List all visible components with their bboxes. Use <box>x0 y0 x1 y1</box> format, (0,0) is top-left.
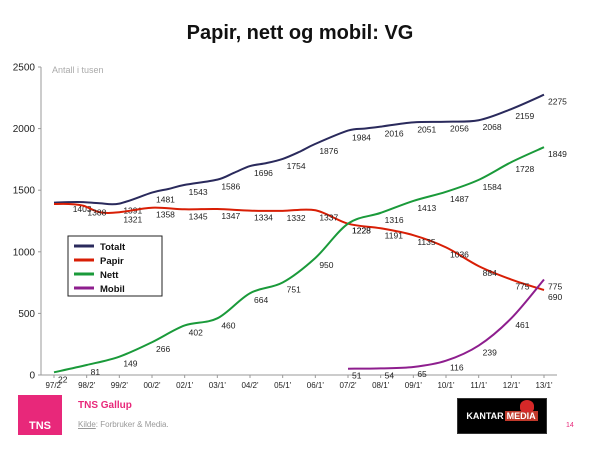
tns-logo-text: TNS <box>29 420 51 432</box>
data-label-nett: 402 <box>189 327 203 337</box>
data-label-totalt: 2051 <box>417 124 436 134</box>
data-label-totalt: 1696 <box>254 168 273 178</box>
data-label-totalt: 2056 <box>450 124 469 134</box>
data-label-totalt: 2016 <box>385 129 404 139</box>
data-label-nett: 751 <box>287 284 301 294</box>
x-tick-label: 00/2' <box>143 381 161 390</box>
data-label-totalt: 1586 <box>221 182 240 192</box>
data-label-papir: 1135 <box>417 237 436 247</box>
data-label-totalt: 1984 <box>352 133 371 143</box>
kantar-media-logo: KANTAR MEDIA <box>457 398 547 434</box>
series-line-papir <box>53 202 545 291</box>
data-label-totalt: 1876 <box>319 146 338 156</box>
data-label-totalt: 1481 <box>156 195 175 205</box>
data-label-totalt: 2159 <box>515 111 534 121</box>
x-tick-label: 04/2' <box>241 381 259 390</box>
data-label-nett: 1413 <box>417 203 436 213</box>
data-label-papir: 1321 <box>123 214 142 224</box>
data-label-nett: 149 <box>123 359 137 369</box>
x-tick-label: 97/2' <box>45 381 63 390</box>
media-text: MEDIA <box>504 411 538 421</box>
x-tick-label: 12/1' <box>503 381 521 390</box>
source-key: Kilde <box>78 420 96 429</box>
source-note: Kilde: Forbruker & Media. <box>78 420 169 429</box>
data-label-papir: 1228 <box>352 226 371 236</box>
data-label-mobil: 116 <box>450 363 464 373</box>
data-label-nett: 1316 <box>385 215 404 225</box>
chart-title: Papir, nett og mobil: VG <box>186 22 414 44</box>
kantar-text: KANTAR <box>466 411 504 421</box>
y-tick-label: 2500 <box>13 63 36 74</box>
series-line-nett <box>53 146 545 374</box>
x-tick-label: 05/1' <box>274 381 292 390</box>
data-label-mobil: 239 <box>483 348 497 358</box>
data-label-papir: 1337 <box>319 212 338 222</box>
data-label-nett: 1228 <box>352 226 371 236</box>
data-label-nett: 1487 <box>450 194 469 204</box>
data-label-mobil: 775 <box>548 282 562 292</box>
data-label-papir: 1191 <box>385 230 404 240</box>
data-label-mobil: 51 <box>352 371 362 381</box>
x-tick-label: 98/2' <box>78 381 96 390</box>
data-label-mobil: 54 <box>385 370 395 380</box>
x-tick-label: 03/1' <box>209 381 227 390</box>
data-label-nett: 1584 <box>483 182 502 192</box>
x-tick-label: 13/1' <box>535 381 553 390</box>
legend-label-nett: Nett <box>100 270 119 281</box>
x-tick-label: 07/2' <box>339 381 357 390</box>
unit-label: Antall i tusen <box>52 65 104 75</box>
series-line-mobil <box>347 278 545 370</box>
y-tick-label: 1500 <box>13 186 36 197</box>
x-tick-label: 02/1' <box>176 381 194 390</box>
data-label-papir: 1347 <box>221 211 240 221</box>
data-label-papir: 1345 <box>189 211 208 221</box>
x-tick-label: 08/1' <box>372 381 390 390</box>
legend-label-mobil: Mobil <box>100 284 125 295</box>
data-label-nett: 664 <box>254 295 268 305</box>
data-label-totalt: 2068 <box>483 122 502 132</box>
data-label-nett: 266 <box>156 344 170 354</box>
data-label-nett: 1728 <box>515 164 534 174</box>
series-line-totalt <box>53 93 545 206</box>
legend-label-papir: Papir <box>100 256 124 267</box>
data-label-papir: 690 <box>548 292 562 302</box>
data-label-papir: 1036 <box>450 249 469 259</box>
legend-label-totalt: Totalt <box>100 242 126 253</box>
data-label-papir: 1334 <box>254 213 273 223</box>
x-tick-label: 06/1' <box>307 381 325 390</box>
data-label-nett: 460 <box>221 320 235 330</box>
y-tick-label: 500 <box>18 309 35 320</box>
source-text: : Forbruker & Media. <box>95 420 169 429</box>
x-tick-label: 10/1' <box>437 381 455 390</box>
y-tick-label: 0 <box>29 371 35 382</box>
data-label-nett: 1849 <box>548 149 567 159</box>
data-label-nett: 950 <box>319 260 333 270</box>
data-label-papir: 1388 <box>87 208 106 218</box>
data-label-papir: 1332 <box>287 213 306 223</box>
data-label-nett: 22 <box>58 374 68 384</box>
data-label-mobil: 461 <box>515 320 529 330</box>
data-label-totalt: 1403 <box>73 204 92 214</box>
data-label-papir: 884 <box>483 268 497 278</box>
page-number: 14 <box>566 422 574 429</box>
y-tick-label: 2000 <box>13 124 36 135</box>
data-label-totalt: 1543 <box>189 187 208 197</box>
data-label-papir: 775 <box>515 282 529 292</box>
x-tick-label: 11/1' <box>470 381 487 390</box>
data-label-totalt: 1754 <box>287 161 306 171</box>
flame-icon <box>520 400 534 412</box>
x-tick-label: 09/1' <box>405 381 423 390</box>
tns-logo: TNS <box>18 395 62 435</box>
y-tick-label: 1000 <box>13 247 36 258</box>
data-label-papir: 1358 <box>156 210 175 220</box>
data-label-mobil: 65 <box>417 369 427 379</box>
data-label-nett: 81 <box>91 367 101 377</box>
brand-name: TNS Gallup <box>78 400 132 411</box>
data-label-totalt: 2275 <box>548 97 567 107</box>
x-tick-label: 99/2' <box>111 381 129 390</box>
